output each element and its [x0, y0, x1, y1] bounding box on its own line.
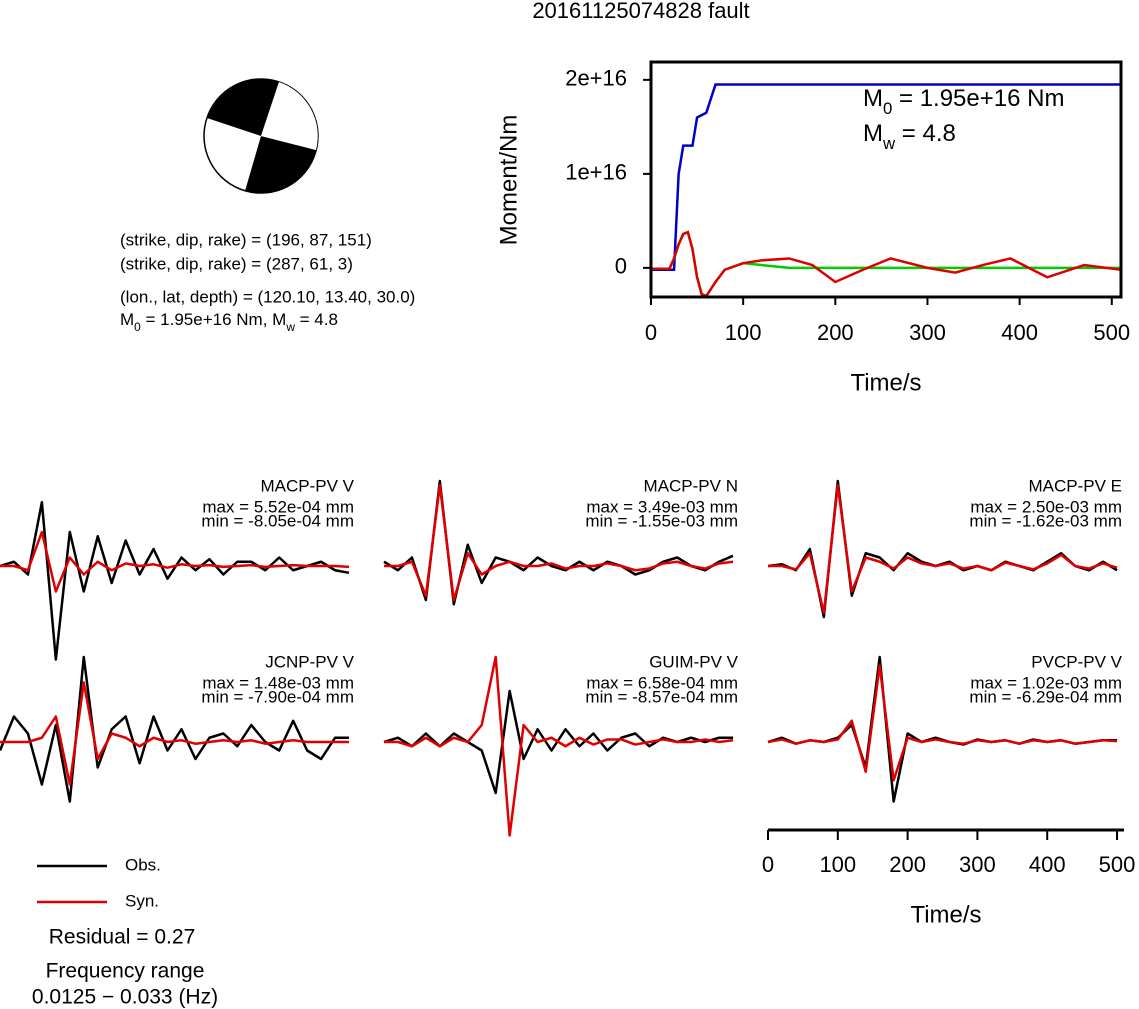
min-label: min = -8.05e-04 mm [201, 511, 354, 530]
x-tick-label: 100 [819, 852, 856, 877]
beachball [203, 78, 319, 194]
subscript: 0 [134, 320, 141, 334]
beachball-quadrant [261, 82, 318, 150]
min-label: min = -7.90e-04 mm [201, 687, 354, 706]
mechanism-line: (lon., lat, depth) = (120.10, 13.40, 30.… [120, 287, 415, 306]
obs-waveform [0, 655, 350, 803]
max-label: max = 1.02e-03 mm [970, 673, 1122, 692]
syn-waveform [768, 484, 1118, 614]
text-part: = 1.95e+16 Nm, M [141, 310, 287, 329]
max-label: max = 2.50e-03 mm [970, 497, 1122, 516]
text-part: = 4.8 [295, 310, 338, 329]
text-part: M [863, 120, 883, 147]
plot-frame [649, 60, 1123, 299]
moment-line [651, 230, 1122, 298]
moment-line [651, 83, 1121, 271]
max-label: max = 3.49e-03 mm [586, 497, 738, 516]
y-tick-label: 2e+16 [565, 66, 627, 91]
station-label: MACP-PV V [260, 476, 354, 495]
max-label: max = 5.52e-04 mm [202, 497, 354, 516]
y-tick-label: 1e+16 [565, 160, 627, 185]
x-tick-label: 200 [889, 852, 926, 877]
x-tick-label: 300 [959, 852, 996, 877]
x-tick-label: 0 [645, 320, 657, 345]
residual: Residual = 0.27 [49, 926, 196, 949]
syn-waveform [0, 530, 350, 593]
obs-waveform [0, 501, 350, 661]
frequency-range: 0.0125 − 0.033 (Hz) [32, 986, 218, 1009]
y-axis-label: Moment/Nm [495, 115, 522, 246]
station-label: GUIM-PV V [649, 652, 738, 671]
max-label: max = 1.48e-03 mm [202, 673, 354, 692]
station-label: MACP-PV E [1028, 476, 1122, 495]
x-axis-label: Time/s [910, 901, 981, 928]
legend-label: Syn. [125, 891, 159, 910]
frequency-title: Frequency range [46, 960, 205, 983]
x-tick-label: 200 [817, 320, 854, 345]
text-part: M [120, 310, 134, 329]
text-part: = 4.8 [895, 120, 956, 147]
syn-waveform [767, 664, 1118, 782]
min-label: min = -1.55e-03 mm [585, 511, 738, 530]
station-label: MACP-PV N [644, 476, 738, 495]
syn-waveform [384, 484, 734, 602]
beachball-quadrant [207, 79, 279, 136]
station-label: PVCP-PV V [1031, 652, 1122, 671]
subscript: w [882, 134, 896, 153]
text-part: = 1.95e+16 Nm [892, 85, 1064, 112]
y-tick-label: 0 [615, 254, 627, 279]
figure-title: 20161125074828 fault [532, 0, 749, 23]
legend-label: Obs. [125, 855, 161, 874]
min-label: min = -1.62e-03 mm [969, 511, 1122, 530]
x-tick-label: 400 [1001, 320, 1038, 345]
annotation: M0 = 1.95e+16 Nm [863, 85, 1064, 118]
x-axis-label: Time/s [850, 369, 921, 396]
x-tick-label: 0 [762, 852, 774, 877]
moment-line: M0 = 1.95e+16 Nm, Mw = 4.8 [120, 310, 338, 334]
syn-waveform [0, 681, 350, 786]
mechanism-line: (strike, dip, rake) = (287, 61, 3) [120, 254, 353, 273]
annotation: Mw = 4.8 [863, 120, 956, 153]
x-tick-label: 400 [1029, 852, 1066, 877]
x-tick-label: 500 [1093, 320, 1130, 345]
station-label: JCNP-PV V [265, 652, 354, 671]
subscript: w [285, 320, 295, 334]
x-tick-label: 300 [909, 320, 946, 345]
x-tick-label: 100 [725, 320, 762, 345]
text-part: M [863, 85, 883, 112]
subscript: 0 [883, 99, 892, 118]
beachball-quadrant [245, 136, 316, 194]
min-label: min = -8.57e-04 mm [585, 687, 738, 706]
moment-line [651, 230, 1121, 298]
x-tick-label: 500 [1099, 852, 1136, 877]
mechanism-line: (strike, dip, rake) = (196, 87, 151) [120, 230, 372, 249]
syn-waveform [384, 655, 734, 837]
max-label: max = 6.58e-04 mm [586, 673, 738, 692]
min-label: min = -6.29e-04 mm [969, 687, 1122, 706]
